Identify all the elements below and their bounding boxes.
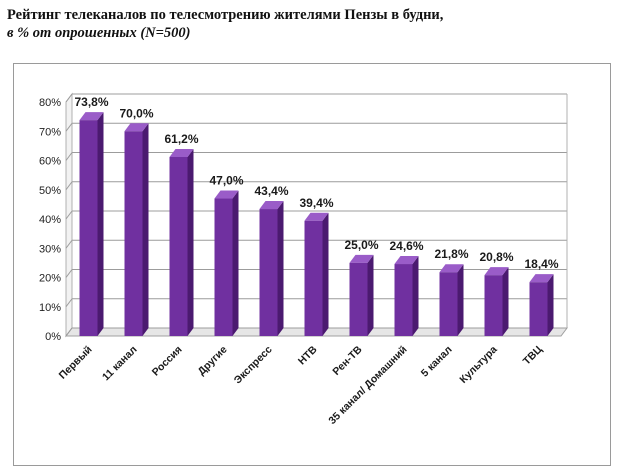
bar-top <box>484 267 509 276</box>
y-gridline-depth <box>65 239 73 249</box>
bar <box>439 272 458 336</box>
x-tick-label: 11 канал <box>100 344 140 384</box>
data-label: 73,8% <box>74 95 108 109</box>
data-label: 25,0% <box>344 238 378 252</box>
y-gridline-depth <box>65 327 73 337</box>
y-gridline-depth <box>65 93 73 103</box>
bar-top <box>124 123 149 132</box>
bar-group <box>529 274 554 336</box>
bar-top <box>259 201 284 210</box>
bar-top <box>394 256 419 265</box>
data-label: 47,0% <box>209 174 243 188</box>
bar <box>259 209 278 336</box>
bar-side <box>457 264 464 336</box>
y-tick-label: 40% <box>39 214 61 226</box>
chart-title-block: Рейтинг телеканалов по телесмотрению жит… <box>7 6 613 42</box>
x-tick-label: Культура <box>457 344 499 386</box>
data-label: 70,0% <box>119 106 153 120</box>
x-tick-label: 5 канал <box>419 344 455 380</box>
data-label: 43,4% <box>254 184 288 198</box>
y-tick-label: 80% <box>39 97 61 109</box>
y-tick-label: 60% <box>39 156 61 168</box>
data-label: 61,2% <box>164 132 198 146</box>
y-tick-label: 70% <box>39 126 61 138</box>
y-tick-label: 50% <box>39 185 61 197</box>
x-tick-label: Рен-ТВ <box>330 343 365 378</box>
y-gridline-depth <box>65 181 73 191</box>
bar-side <box>412 256 419 336</box>
bar-top <box>79 112 104 121</box>
bar-side <box>232 190 239 336</box>
y-tick-label: 30% <box>39 243 61 255</box>
y-gridline-depth <box>65 210 73 220</box>
bar-top <box>529 274 554 283</box>
bar-top <box>349 254 374 263</box>
chart-title: Рейтинг телеканалов по телесмотрению жит… <box>7 7 444 23</box>
y-tick-label: 0% <box>45 331 61 343</box>
chart-frame: 0% 10% 20% 30% 40% 50% 60% 70% 80% 73,8% Первый 70,… <box>13 63 611 466</box>
y-gridline-depth <box>65 298 73 308</box>
bar <box>79 120 98 336</box>
bar-group <box>304 212 329 336</box>
bar-chart: 0% 10% 20% 30% 40% 50% 60% 70% 80% 73,8% Первый 70,… <box>39 92 568 427</box>
bar-top <box>214 190 239 199</box>
chart-subtitle: в % от опрошенных (N=500) <box>7 25 191 41</box>
bar <box>214 198 233 336</box>
bar <box>124 131 143 336</box>
bar <box>304 220 323 336</box>
bar-group <box>394 256 419 336</box>
y-tick-label: 10% <box>39 302 61 314</box>
bar-side <box>367 254 374 336</box>
y-gridline-depth <box>65 269 73 278</box>
x-tick-label: Первый <box>57 344 95 382</box>
bar-group <box>439 264 464 336</box>
x-tick-label: ТВЦ <box>521 343 545 367</box>
bar-group <box>214 190 239 336</box>
bar-side <box>547 274 554 336</box>
y-gridline-depth <box>65 152 73 161</box>
data-label: 24,6% <box>389 239 423 253</box>
bar-side <box>187 148 194 336</box>
bar <box>349 262 368 336</box>
bar-side <box>97 112 104 336</box>
data-label: 20,8% <box>479 250 513 264</box>
bar-group <box>259 201 284 336</box>
x-tick-label: НТВ <box>296 343 320 367</box>
x-tick-label: Другие <box>195 344 229 378</box>
bar <box>529 282 548 336</box>
data-label: 21,8% <box>434 247 468 261</box>
x-tick-label: Россия <box>150 344 185 379</box>
data-label: 39,4% <box>299 196 333 210</box>
plot-area: 0% 10% 20% 30% 40% 50% 60% 70% 80% 73,8% Первый 70,… <box>39 92 568 427</box>
bar <box>394 264 413 336</box>
bar-side <box>277 201 284 336</box>
bar-group <box>169 148 194 336</box>
bar-group <box>349 254 374 336</box>
x-tick-label: 35 канал/ Домашний <box>326 344 409 427</box>
data-label: 18,4% <box>524 257 558 271</box>
bar <box>484 275 503 336</box>
y-gridline-depth <box>65 122 73 132</box>
x-tick-label: Экспресс <box>232 344 275 387</box>
bar-side <box>322 212 329 336</box>
bar-top <box>304 212 329 221</box>
bar-group <box>124 123 149 336</box>
bar-top <box>439 264 464 273</box>
bar <box>169 156 188 336</box>
y-tick-label: 20% <box>39 273 61 285</box>
bar-group <box>79 112 104 336</box>
bar-group <box>484 267 509 336</box>
bar-side <box>502 267 509 336</box>
bar-side <box>142 123 149 336</box>
bar-top <box>169 148 194 157</box>
